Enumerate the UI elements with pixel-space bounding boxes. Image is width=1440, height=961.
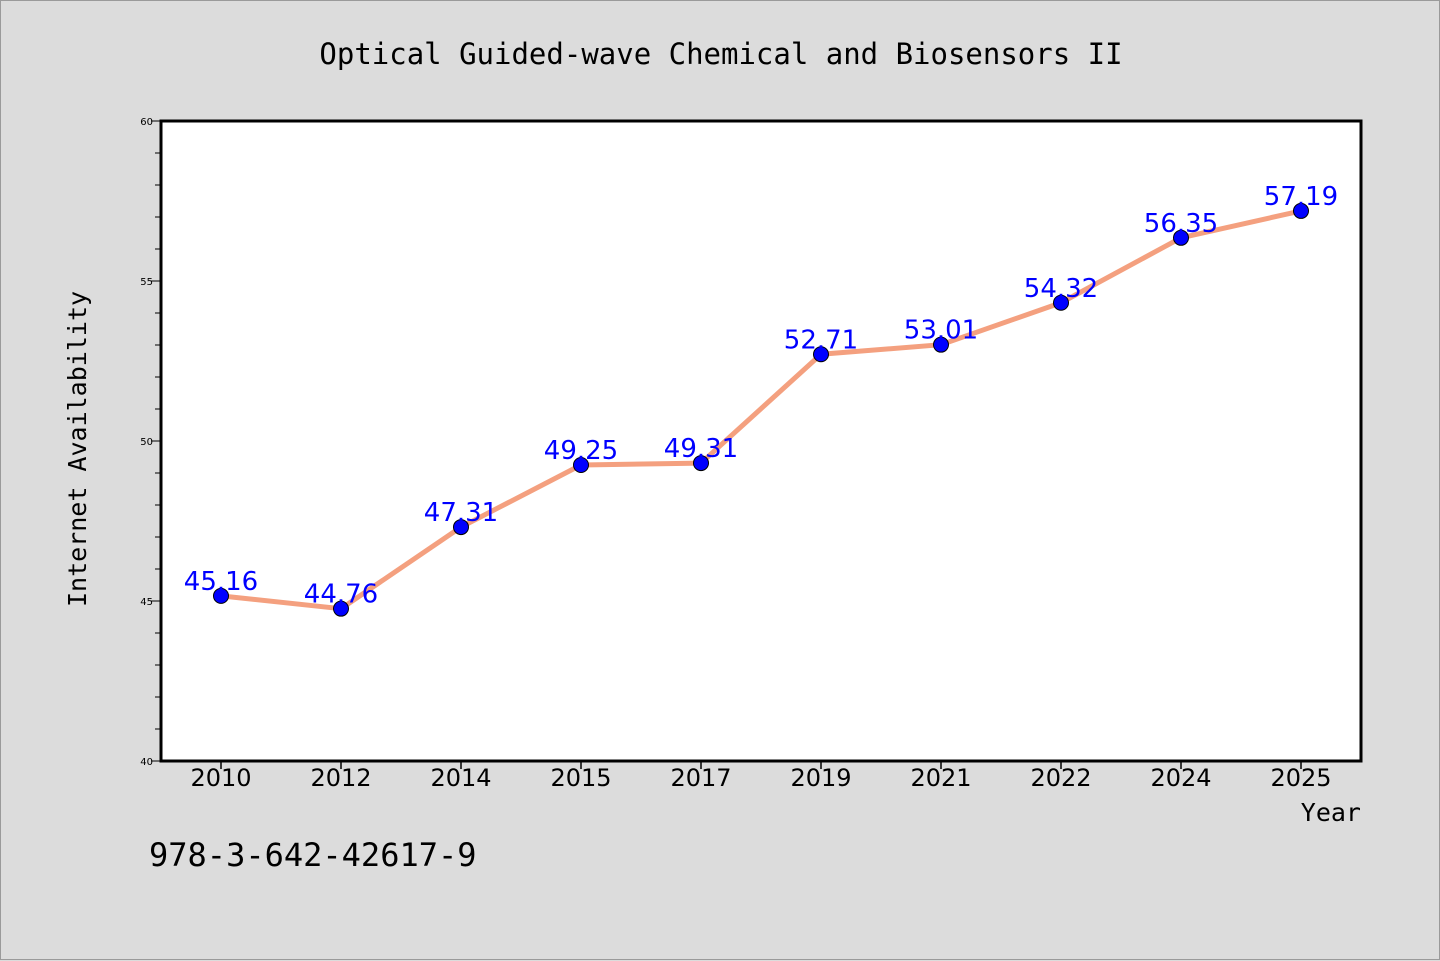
data-point xyxy=(1293,202,1309,219)
y-tick-label: 55 xyxy=(140,277,153,288)
x-tick-label: 2017 xyxy=(670,764,731,792)
data-point xyxy=(333,600,349,617)
data-point xyxy=(1173,229,1189,246)
data-label: 44.76 xyxy=(304,580,378,610)
x-tick-label: 2022 xyxy=(1030,764,1091,792)
x-tick-label: 2021 xyxy=(910,764,971,792)
y-axis-label: Internet Availability xyxy=(63,291,92,607)
data-point xyxy=(213,587,229,604)
y-tick-label: 40 xyxy=(140,757,153,768)
x-tick-label: 2015 xyxy=(550,764,611,792)
data-label: 56.35 xyxy=(1144,209,1218,239)
data-point xyxy=(933,336,949,353)
x-tick-label: 2019 xyxy=(790,764,851,792)
series-layer: 45.16 44.76 47.31 49.25 49.31 52.71 53.01 54.32… xyxy=(184,182,1338,617)
x-axis-ticks: 2010 2012 2014 2015 2017 2019 2021 2022 2024 2025 xyxy=(190,761,1332,792)
data-label: 47.31 xyxy=(424,498,498,528)
data-label: 49.25 xyxy=(544,436,618,466)
x-axis-label: Year xyxy=(1301,798,1361,827)
data-point xyxy=(453,519,469,536)
y-tick-label: 45 xyxy=(140,597,153,608)
data-label: 57.19 xyxy=(1264,182,1338,212)
isbn-text: 978-3-642-42617-9 xyxy=(149,836,477,874)
x-tick-label: 2025 xyxy=(1270,764,1331,792)
series-line xyxy=(218,208,1304,612)
data-label: 54.32 xyxy=(1024,274,1098,304)
data-point xyxy=(573,457,589,473)
x-tick-label: 2014 xyxy=(430,764,491,792)
y-tick-label: 50 xyxy=(140,437,153,448)
y-tick-label: 60 xyxy=(140,117,153,128)
data-label: 45.16 xyxy=(184,567,258,597)
data-label: 53.01 xyxy=(904,316,978,346)
plot-area xyxy=(159,119,1363,763)
data-point xyxy=(813,346,829,363)
data-label: 52.71 xyxy=(784,325,858,355)
x-tick-label: 2024 xyxy=(1150,764,1211,792)
chart-title: Optical Guided-wave Chemical and Biosens… xyxy=(319,37,1122,71)
x-tick-label: 2010 xyxy=(190,764,251,792)
data-label: 49.31 xyxy=(664,434,738,464)
data-point xyxy=(1053,294,1069,311)
data-point xyxy=(693,455,709,472)
x-tick-label: 2012 xyxy=(310,764,371,792)
y-axis-ticks: 40 45 50 55 60 xyxy=(140,117,161,768)
